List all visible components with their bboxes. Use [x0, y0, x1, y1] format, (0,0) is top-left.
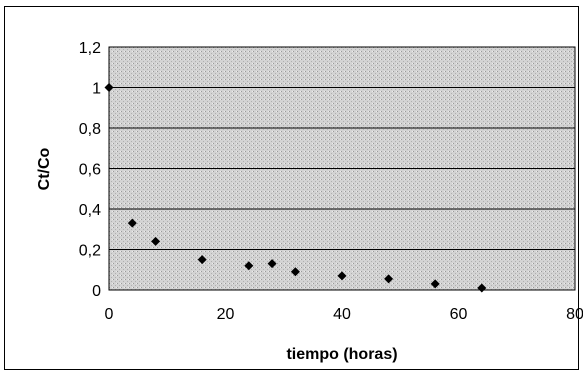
data-point: [477, 283, 487, 293]
chart-frame: 0 0,2 0,4 0,6 0,8 1 1,2 0 20 40 60 80 Ct/Co tiempo…: [4, 6, 583, 370]
data-point: [127, 218, 137, 228]
x-tick-label: 80: [566, 306, 583, 323]
data-point: [430, 279, 440, 289]
y-tick-label: 1: [92, 81, 101, 98]
y-tick-label: 0: [92, 283, 101, 300]
data-point: [151, 236, 161, 246]
y-tick-label: 1,2: [79, 40, 101, 57]
data-point: [337, 271, 347, 281]
y-tick-label: 0,8: [79, 121, 101, 138]
grid-lines: [109, 87, 575, 250]
x-tick-labels: 0 20 40 60 80: [105, 306, 583, 323]
y-axis-title: Ct/Co: [36, 147, 53, 190]
data-point: [197, 255, 207, 265]
x-axis-title: tiempo (horas): [286, 346, 397, 363]
data-point: [290, 267, 300, 277]
data-point: [104, 83, 114, 92]
data-point: [244, 261, 254, 271]
data-points: [104, 83, 487, 293]
y-tick-label: 0,4: [79, 202, 101, 219]
chart: 0 0,2 0,4 0,6 0,8 1 1,2 0 20 40 60 80 Ct/Co tiempo…: [36, 40, 583, 363]
y-tick-labels: 0 0,2 0,4 0,6 0,8 1 1,2: [79, 40, 101, 300]
y-tick-label: 0,6: [79, 162, 101, 179]
x-tick-label: 60: [450, 306, 468, 323]
x-tick-label: 40: [333, 306, 351, 323]
data-point: [384, 274, 394, 284]
y-tick-label: 0,2: [79, 243, 101, 260]
x-tick-label: 0: [105, 306, 114, 323]
data-point: [267, 259, 277, 269]
x-tick-label: 20: [217, 306, 235, 323]
